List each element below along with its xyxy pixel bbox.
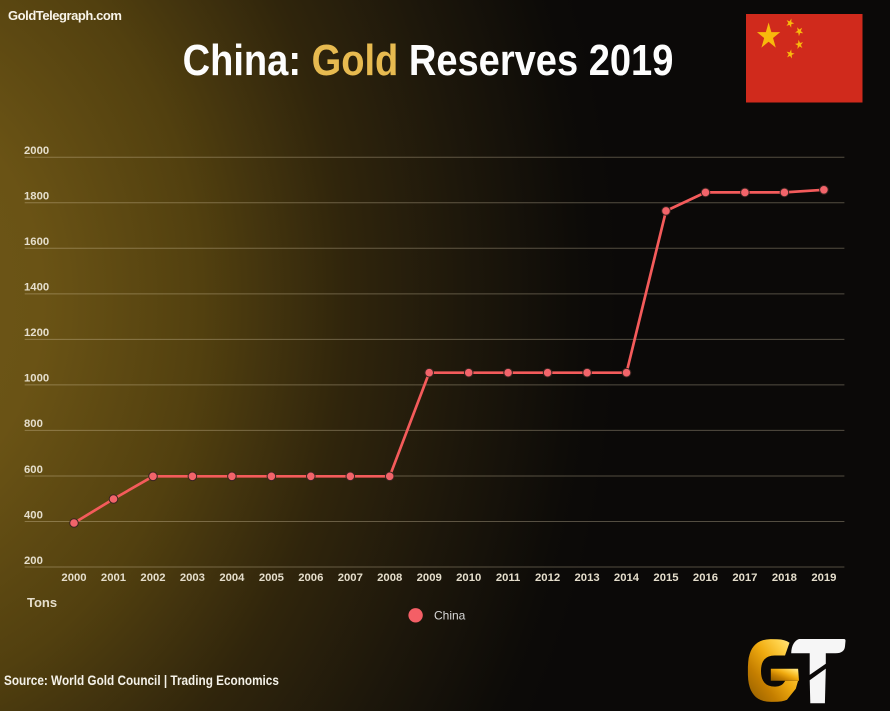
svg-text:2013: 2013 — [575, 572, 600, 584]
svg-text:2001: 2001 — [101, 572, 126, 584]
svg-text:2003: 2003 — [180, 572, 205, 584]
svg-text:2002: 2002 — [140, 572, 165, 584]
svg-text:1600: 1600 — [24, 236, 49, 248]
svg-text:2018: 2018 — [772, 572, 797, 584]
svg-text:800: 800 — [24, 418, 43, 430]
svg-text:2015: 2015 — [653, 572, 678, 584]
svg-text:2019: 2019 — [811, 572, 836, 584]
svg-text:1000: 1000 — [24, 373, 49, 385]
svg-text:1400: 1400 — [24, 282, 49, 294]
svg-text:2008: 2008 — [377, 572, 402, 584]
svg-text:2011: 2011 — [496, 572, 521, 584]
svg-text:2007: 2007 — [338, 572, 363, 584]
svg-text:2017: 2017 — [732, 572, 757, 584]
svg-text:2012: 2012 — [535, 572, 560, 584]
svg-text:1800: 1800 — [24, 191, 49, 203]
svg-text:1200: 1200 — [24, 327, 49, 339]
svg-text:400: 400 — [24, 509, 43, 521]
svg-text:2005: 2005 — [259, 572, 284, 584]
svg-text:2004: 2004 — [219, 572, 245, 584]
svg-text:China: China — [434, 609, 466, 623]
svg-text:2006: 2006 — [298, 572, 323, 584]
svg-text:2016: 2016 — [693, 572, 718, 584]
svg-text:2009: 2009 — [417, 572, 442, 584]
svg-text:2014: 2014 — [614, 572, 640, 584]
svg-text:2010: 2010 — [456, 572, 481, 584]
svg-text:200: 200 — [24, 555, 43, 567]
svg-text:2000: 2000 — [61, 572, 86, 584]
svg-text:2000: 2000 — [24, 145, 49, 157]
svg-text:600: 600 — [24, 464, 43, 476]
